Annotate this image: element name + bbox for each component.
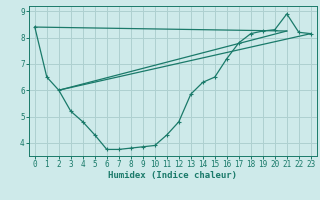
X-axis label: Humidex (Indice chaleur): Humidex (Indice chaleur) xyxy=(108,171,237,180)
